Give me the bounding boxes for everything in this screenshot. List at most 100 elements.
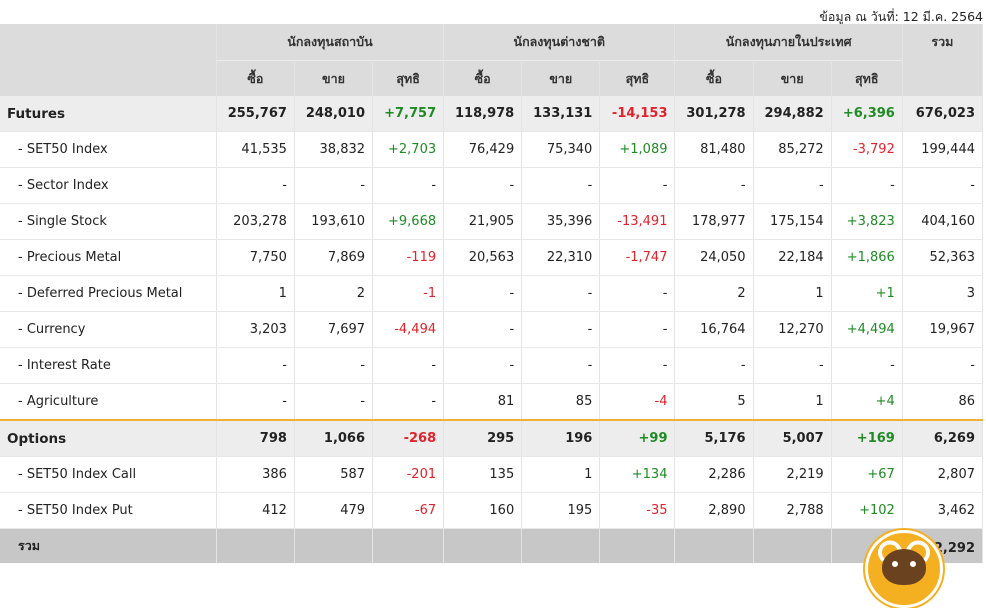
table-cell: 3 (902, 275, 984, 312)
table-cell: 20,563 (443, 239, 523, 276)
table-cell: 5,007 (753, 419, 832, 457)
table-cell: 75,340 (521, 131, 601, 168)
table-cell: +134 (599, 456, 676, 493)
header-total-blank (902, 60, 984, 96)
header-local: นักลงทุนภายในประเทศ (674, 24, 903, 61)
total-cell (753, 528, 832, 563)
table-cell: 255,767 (216, 96, 295, 132)
table-cell: 16,764 (674, 311, 754, 348)
table-row: - Deferred Precious Metal 1 2 -1- - -2 1 +1 3 (0, 275, 984, 312)
table-cell: 195 (521, 492, 601, 529)
table-cell: - (599, 347, 676, 384)
table-cell: 301,278 (674, 96, 754, 132)
table-cell: - (216, 167, 295, 204)
table-cell: +7,757 (372, 96, 445, 132)
table-cell: 2 (674, 275, 754, 312)
total-label: รวม (0, 528, 217, 563)
table-cell: - (599, 167, 676, 204)
table-cell: 22,310 (521, 239, 601, 276)
table-cell: 160 (443, 492, 523, 529)
header-institutional: นักลงทุนสถาบัน (216, 24, 445, 61)
table-cell: +6,396 (831, 96, 903, 132)
table-cell: 798 (216, 419, 295, 457)
table-cell: -35 (599, 492, 676, 529)
header-total: รวม (902, 24, 984, 61)
table-cell: -3,792 (831, 131, 903, 168)
total-cell (521, 528, 601, 563)
table-cell: 203,278 (216, 203, 295, 240)
table-cell: - (902, 347, 984, 384)
table-cell: 118,978 (443, 96, 523, 132)
table-cell: 5,176 (674, 419, 754, 457)
table-cell: 1 (521, 456, 601, 493)
table-cell: - (521, 311, 601, 348)
table-cell: +102 (831, 492, 903, 529)
table-cell: - (372, 383, 445, 421)
table-cell: - (294, 347, 374, 384)
table-cell: 3,203 (216, 311, 295, 348)
table-cell: 2,807 (902, 456, 984, 493)
table-cell: - (521, 347, 601, 384)
table-cell: -1,747 (599, 239, 676, 276)
row-label: - Deferred Precious Metal (0, 275, 217, 312)
table-cell: 21,905 (443, 203, 523, 240)
table-cell: 193,610 (294, 203, 374, 240)
table-cell: - (902, 167, 984, 204)
table-cell: - (372, 167, 445, 204)
row-label: - SET50 Index Call (0, 456, 217, 493)
table-cell: +2,703 (372, 131, 445, 168)
table-cell: 1 (216, 275, 295, 312)
table-body: Futures 255,767 248,010 +7,757 118,978 133,13… (0, 96, 984, 563)
table-row: - Single Stock 203,278 193,610 +9,668 21,905… (0, 203, 984, 240)
table-row: - Interest Rate - - - - - - - - - - (0, 347, 984, 384)
table-cell: 24,050 (674, 239, 754, 276)
table-cell: - (443, 275, 523, 312)
table-cell: +1,089 (599, 131, 676, 168)
table-cell: - (443, 311, 523, 348)
row-label: - Sector Index (0, 167, 217, 204)
table-cell: 295 (443, 419, 523, 457)
table-cell: +1,866 (831, 239, 903, 276)
table-row: Options 798 1,066 -268 295 196 +99 5,176 5,007 +1… (0, 419, 984, 457)
table-cell: 248,010 (294, 96, 374, 132)
table-cell: 404,160 (902, 203, 984, 240)
table-cell: 7,869 (294, 239, 374, 276)
table-cell: 2 (294, 275, 374, 312)
table-row: - Agriculture - - -81 85 -4 5 1 +4 86 (0, 383, 984, 421)
mascot-head (882, 549, 926, 585)
table-row: - SET50 Index Put 412 479 -67 160 195 -35 2,890… (0, 492, 984, 529)
table-cell: 2,219 (753, 456, 832, 493)
table-cell: -1 (372, 275, 445, 312)
eye-left (892, 561, 898, 567)
table-cell: +4 (831, 383, 903, 421)
header-net: สุทธิ (599, 60, 676, 96)
table-cell: - (521, 275, 601, 312)
table-cell: -67 (372, 492, 445, 529)
table-cell: 294,882 (753, 96, 832, 132)
investor-trading-table: นักลงทุนสถาบัน นักลงทุนต่างชาติ นักลงทุน… (0, 24, 984, 563)
table-row: Futures 255,767 248,010 +7,757 118,978 133,13… (0, 96, 984, 132)
table-cell: - (599, 275, 676, 312)
table-cell: -14,153 (599, 96, 676, 132)
table-cell: - (674, 347, 754, 384)
table-cell: 6,269 (902, 419, 984, 457)
total-row: รวม (0, 528, 984, 563)
total-cell (674, 528, 754, 563)
table-cell: 196 (521, 419, 601, 457)
table-cell: 199,444 (902, 131, 984, 168)
table-cell: 178,977 (674, 203, 754, 240)
table-cell: +3,823 (831, 203, 903, 240)
table-cell: 412 (216, 492, 295, 529)
header-buy: ซื้อ (216, 60, 295, 96)
table-row: - Currency 3,203 7,697 -4,494- - -16,764 12,27… (0, 311, 984, 348)
table-cell: 2,286 (674, 456, 754, 493)
table-cell: 1,066 (294, 419, 374, 457)
table-cell: 85 (521, 383, 601, 421)
table-cell: - (216, 383, 295, 421)
table-cell: 587 (294, 456, 374, 493)
bull-mascot-icon[interactable] (865, 530, 943, 608)
table-cell: 7,750 (216, 239, 295, 276)
table-cell: 35,396 (521, 203, 601, 240)
row-label: Futures (0, 96, 217, 132)
table-row: - SET50 Index Call 386 587 -201 135 1 +134 2,28… (0, 456, 984, 493)
